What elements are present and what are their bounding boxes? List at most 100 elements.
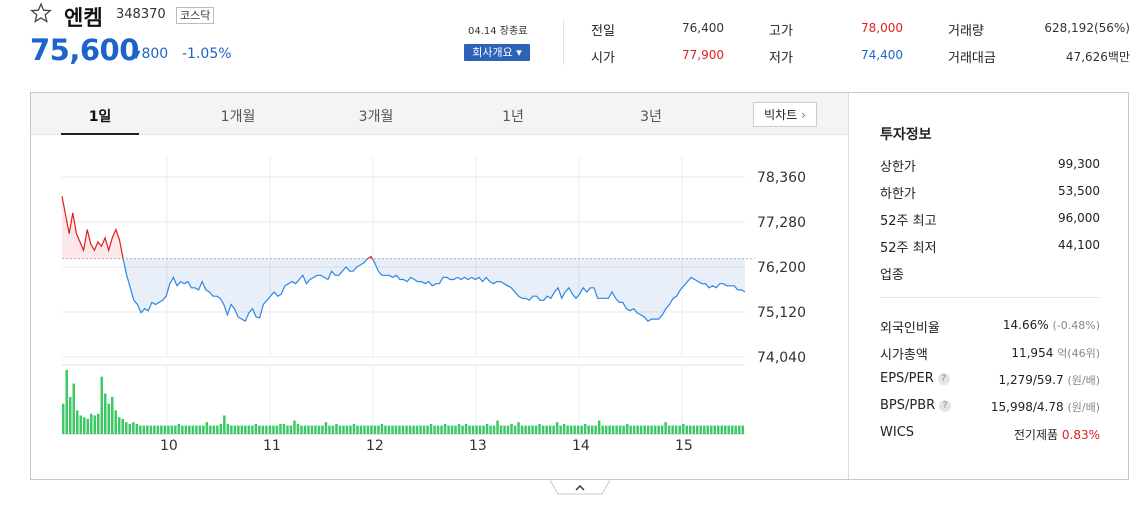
volume-bar — [671, 425, 674, 434]
volume-bar — [482, 425, 485, 434]
volume-bar — [282, 423, 286, 434]
volume-bar — [496, 420, 499, 434]
tab-3year[interactable]: 3년 — [640, 109, 662, 125]
tab-3month[interactable]: 3개월 — [358, 109, 394, 125]
favorite-star-icon[interactable] — [30, 2, 52, 24]
market-cap: 11,954 — [1011, 346, 1054, 360]
volume-bar — [440, 425, 443, 434]
high-value: 78,000 — [861, 21, 903, 35]
volume-bar — [706, 425, 709, 434]
volume-bar — [233, 425, 237, 434]
volume-bar — [289, 425, 293, 434]
price-chart[interactable]: 78,360 77,280 76,200 75,120 74,040 10 11 12 13 14… — [31, 136, 848, 479]
volume-bar — [307, 425, 310, 434]
tab-1year[interactable]: 1년 — [502, 109, 524, 125]
volume-bar — [198, 425, 202, 434]
volume-bar — [601, 425, 604, 434]
tab-1month[interactable]: 1개월 — [220, 109, 256, 125]
volume-bar — [121, 418, 124, 434]
volume-bar — [615, 425, 618, 434]
foreign-ratio-label: 외국인비율 — [880, 321, 940, 336]
volume-bar — [184, 425, 188, 434]
volume-bar — [548, 425, 552, 434]
period-tabs — [31, 93, 848, 135]
volume-bar — [741, 425, 744, 434]
volume-bar — [338, 425, 342, 434]
volume-bar — [576, 425, 580, 434]
volume-bar — [433, 425, 436, 434]
foreign-ratio-value: 14.66% (-0.48%) — [960, 318, 1100, 332]
volume-bar — [188, 425, 191, 434]
x-tick-label: 15 — [675, 438, 693, 454]
volume-bar — [314, 425, 317, 434]
tab-1day[interactable]: 1일 — [88, 109, 112, 125]
volume-bar — [667, 425, 671, 434]
low52-label: 52주 최저 — [880, 241, 937, 256]
volume-bar — [468, 425, 471, 434]
volume-bar — [114, 410, 117, 434]
x-tick-label: 13 — [469, 438, 487, 454]
volume-bar — [478, 425, 482, 434]
volume-bar — [555, 422, 559, 434]
volume-bar — [422, 425, 426, 434]
volume-bar — [412, 425, 415, 434]
volume-bar — [363, 425, 366, 434]
wics-sector[interactable]: 전기제품 — [1013, 428, 1059, 442]
volume-bar — [261, 425, 265, 434]
prev-close-value: 76,400 — [682, 21, 724, 35]
eps-per: 1,279/59.7 — [998, 373, 1064, 387]
wics-label: WICS — [880, 425, 915, 440]
y-tick-label: 75,120 — [757, 305, 806, 321]
open-label: 시가 — [591, 51, 615, 66]
volume-bar — [345, 425, 349, 434]
y-tick-label: 77,280 — [757, 215, 806, 231]
volume-bar — [552, 425, 555, 434]
divider — [848, 93, 849, 479]
volume-label: 거래량 — [948, 24, 984, 39]
volume-bar — [573, 425, 576, 434]
volume-bar — [625, 423, 629, 434]
volume-bar — [247, 425, 251, 434]
help-icon[interactable]: ? — [937, 373, 950, 385]
volume-bar — [401, 425, 405, 434]
volume-bar — [377, 425, 380, 434]
volume-bar — [265, 425, 268, 434]
price-change-value: 800 — [141, 46, 169, 62]
volume-bar — [520, 425, 524, 434]
volume-bar — [111, 396, 114, 434]
volume-bar — [125, 422, 128, 434]
volume-bar — [643, 425, 646, 434]
big-chart-button[interactable]: 빅차트 › — [753, 102, 817, 127]
volume-bar — [352, 423, 356, 434]
y-tick-label: 76,200 — [757, 260, 806, 276]
volume-bar — [646, 425, 650, 434]
volume-bar — [279, 423, 282, 434]
volume-bar — [447, 425, 450, 434]
volume-bar — [618, 425, 622, 434]
volume-bar — [163, 425, 167, 434]
volume-bar — [79, 415, 82, 434]
volume-bar — [76, 410, 79, 434]
help-icon[interactable]: ? — [939, 400, 952, 412]
stock-code: 348370 — [116, 7, 166, 22]
volume-bar — [205, 422, 209, 434]
price-change: ▼800 — [132, 46, 168, 62]
wics-value: 전기제품 0.83% — [960, 426, 1100, 443]
volume-bar — [195, 425, 198, 434]
volume-bar — [566, 425, 569, 434]
volume-bar — [562, 423, 566, 434]
volume-bar — [692, 425, 695, 434]
upper-limit-label: 상한가 — [880, 160, 916, 175]
volume-bar — [202, 425, 205, 434]
x-tick-label: 10 — [160, 438, 178, 454]
company-info-button[interactable]: 회사개요 ▾ — [464, 44, 530, 61]
volume-bar — [380, 423, 384, 434]
volume-bar — [342, 425, 345, 434]
volume-bar — [156, 425, 160, 434]
volume-bar — [699, 425, 702, 434]
volume-bar — [300, 425, 303, 434]
collapse-button[interactable] — [550, 480, 610, 495]
volume-bar — [436, 425, 440, 434]
volume-bar — [317, 425, 321, 434]
volume-bar — [650, 425, 653, 434]
